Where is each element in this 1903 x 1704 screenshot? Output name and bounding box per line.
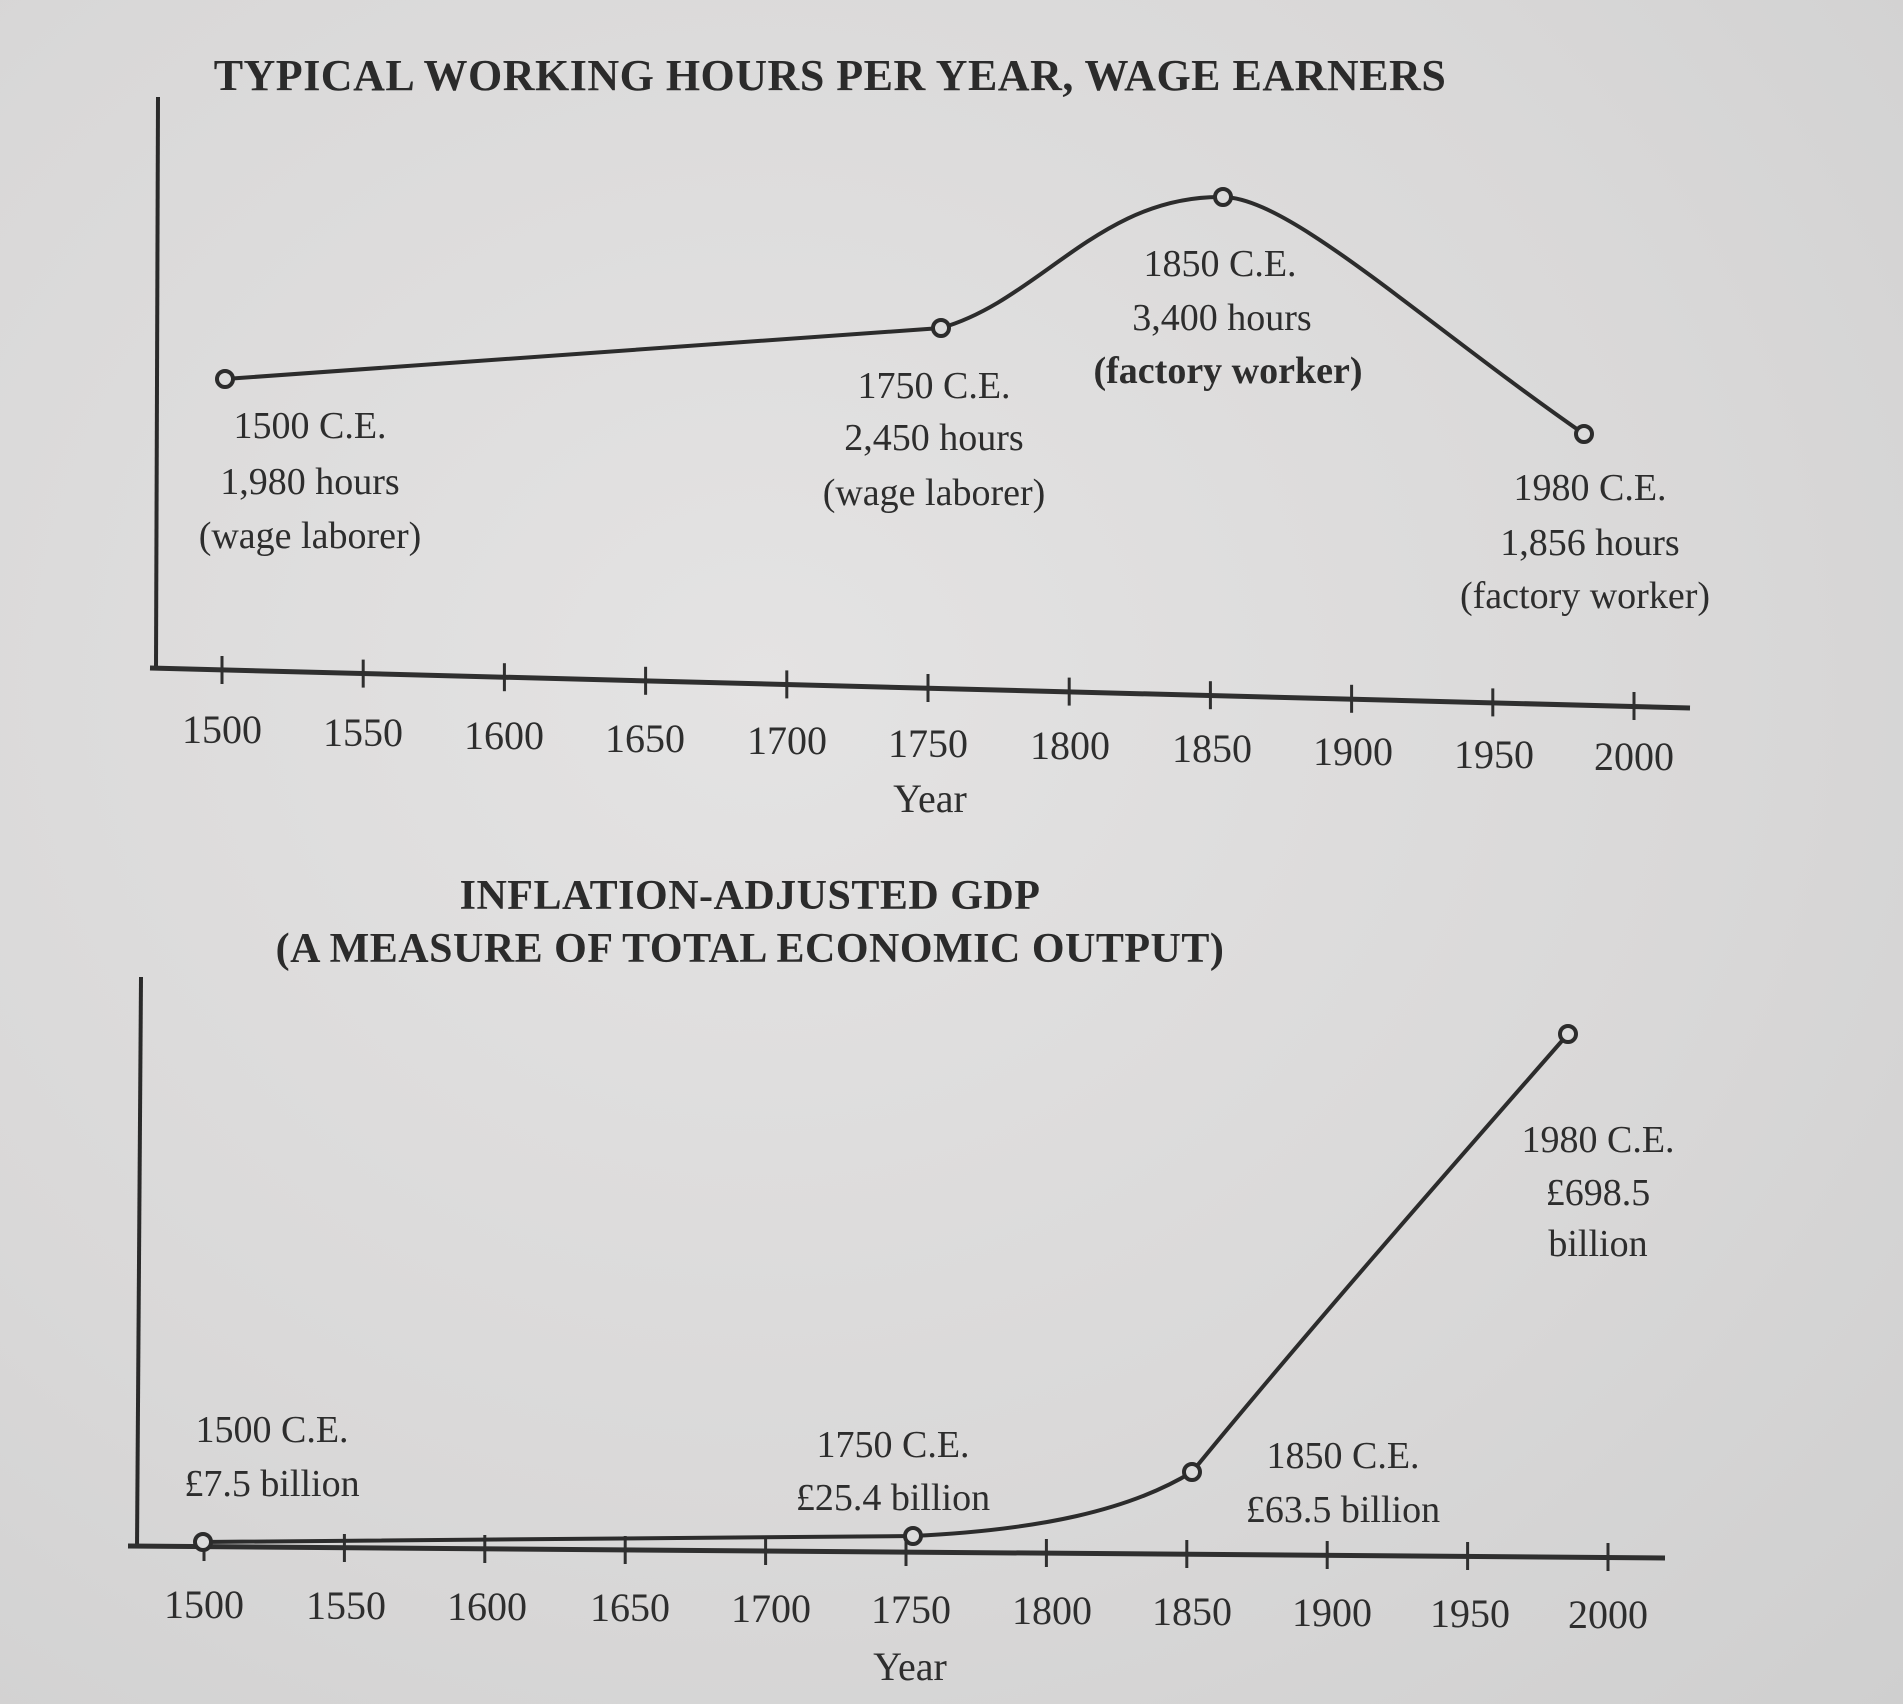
- annotation-1850: 1850 C.E. 3,400 hours (factory worker): [1093, 243, 1362, 392]
- hours-x-ticks: [220, 656, 1636, 720]
- tick-label: 1650: [605, 716, 685, 761]
- annotation-1750: 1750 C.E. 2,450 hours (wage laborer): [823, 365, 1046, 514]
- annotation-note: (wage laborer): [823, 472, 1046, 514]
- tick-label: 1850: [1152, 1589, 1232, 1634]
- gdp-chart-title: INFLATION-ADJUSTED GDP: [459, 873, 1041, 919]
- gdp-line: [202, 1032, 1570, 1544]
- tick-label: 1950: [1454, 732, 1534, 777]
- annotation-1750: 1750 C.E. £25.4 billion: [796, 1424, 990, 1519]
- annotation-value: 2,450 hours: [844, 417, 1023, 459]
- annotation-value: £7.5 billion: [184, 1463, 359, 1505]
- tick-label: 1750: [888, 721, 968, 766]
- tick-label: 1700: [731, 1586, 811, 1631]
- annotation-year: 1500 C.E.: [195, 1409, 348, 1451]
- gdp-chart: 1500 1550 1600 1650 1700 1750 1800 1850 …: [127, 976, 1675, 1689]
- annotation-year: 1750 C.E.: [857, 365, 1010, 407]
- data-point-1500: [193, 1532, 213, 1552]
- hours-y-axis: [154, 96, 160, 669]
- annotation-year: 1850 C.E.: [1143, 243, 1296, 285]
- tick-label: 1650: [590, 1585, 670, 1630]
- hours-chart-title: TYPICAL WORKING HOURS PER YEAR, WAGE EAR…: [213, 51, 1447, 100]
- gdp-chart-subtitle: (A MEASURE OF TOTAL ECONOMIC OUTPUT): [275, 926, 1225, 972]
- annotation-1500: 1500 C.E. 1,980 hours (wage laborer): [199, 405, 422, 557]
- annotation-value: £698.5: [1546, 1172, 1651, 1214]
- annotation-year: 1500 C.E.: [233, 405, 386, 447]
- annotation-1980: 1980 C.E. 1,856 hours (factory worker): [1460, 467, 1710, 617]
- tick-label: 1600: [464, 713, 544, 758]
- annotation-value: 1,856 hours: [1500, 522, 1679, 564]
- annotation-1980: 1980 C.E. £698.5 billion: [1521, 1119, 1674, 1265]
- annotation-year: 1850 C.E.: [1266, 1435, 1419, 1477]
- annotation-year: 1750 C.E.: [816, 1424, 969, 1466]
- tick-label: 2000: [1568, 1592, 1648, 1637]
- tick-label: 1800: [1012, 1588, 1092, 1633]
- gdp-x-tick-labels: 1500 1550 1600 1650 1700 1750 1800 1850 …: [164, 1582, 1648, 1637]
- tick-label: 1550: [323, 710, 403, 755]
- tick-label: 1800: [1030, 723, 1110, 768]
- annotation-value-line2: billion: [1548, 1223, 1647, 1265]
- annotation-note: (factory worker): [1460, 575, 1710, 617]
- tick-label: 1550: [306, 1583, 386, 1628]
- annotation-year: 1980 C.E.: [1513, 467, 1666, 509]
- data-point-1850: [1182, 1462, 1202, 1482]
- annotation-value: 3,400 hours: [1132, 297, 1311, 339]
- annotation-note: (wage laborer): [199, 515, 422, 557]
- hours-x-axis: [149, 665, 1691, 711]
- gdp-y-axis: [135, 976, 143, 1549]
- tick-label: 1900: [1292, 1590, 1372, 1635]
- tick-label: 1500: [164, 1582, 244, 1627]
- tick-label: 1500: [182, 707, 262, 752]
- annotation-note: (factory worker): [1093, 350, 1362, 392]
- data-point-1850: [1213, 187, 1233, 207]
- gdp-x-axis-title: Year: [873, 1644, 947, 1689]
- tick-label: 1900: [1313, 729, 1393, 774]
- tick-label: 1600: [447, 1584, 527, 1629]
- gdp-x-axis: [127, 1543, 1666, 1561]
- annotation-1850: 1850 C.E. £63.5 billion: [1246, 1435, 1440, 1531]
- annotation-value: £25.4 billion: [796, 1477, 990, 1519]
- hours-chart: 1500 1550 1600 1650 1700 1750 1800 1850 …: [149, 96, 1710, 821]
- tick-label: 1700: [747, 718, 827, 763]
- annotation-year: 1980 C.E.: [1521, 1119, 1674, 1161]
- annotation-value: £63.5 billion: [1246, 1489, 1440, 1531]
- annotation-1500: 1500 C.E. £7.5 billion: [184, 1409, 359, 1505]
- data-point-1750: [931, 318, 951, 338]
- tick-label: 1750: [871, 1587, 951, 1632]
- data-point-1500: [215, 369, 235, 389]
- tick-label: 1850: [1172, 726, 1252, 771]
- data-point-1980: [1574, 424, 1594, 444]
- data-point-1750: [903, 1526, 923, 1546]
- hours-x-axis-title: Year: [893, 776, 967, 821]
- tick-label: 2000: [1594, 734, 1674, 779]
- hours-x-tick-labels: 1500 1550 1600 1650 1700 1750 1800 1850 …: [182, 707, 1674, 779]
- annotation-value: 1,980 hours: [220, 461, 399, 503]
- tick-label: 1950: [1430, 1591, 1510, 1636]
- data-point-1980: [1558, 1024, 1578, 1044]
